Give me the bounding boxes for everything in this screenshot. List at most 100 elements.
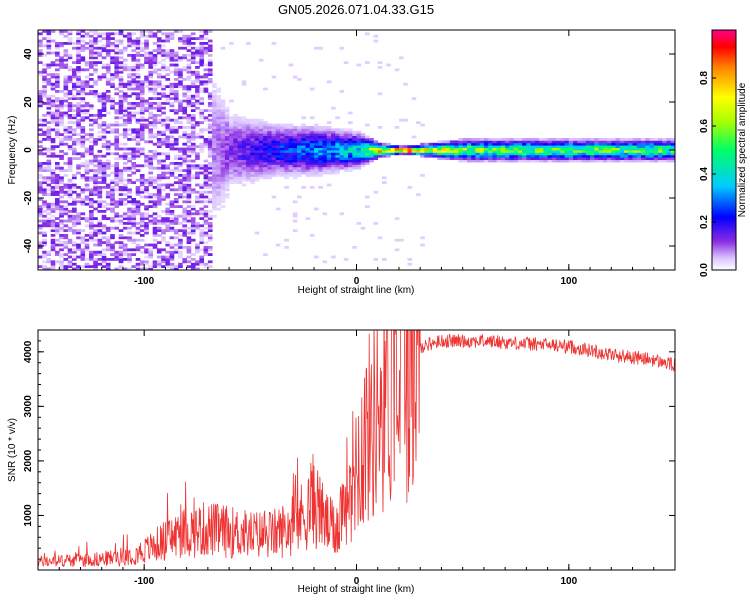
spectrogram-cell	[394, 68, 400, 72]
spectrogram-cell	[233, 154, 238, 158]
spectrogram-cell	[246, 174, 251, 177]
spectrogram-cell	[46, 102, 52, 105]
spectrogram-cell	[173, 66, 179, 69]
spectrogram-cell	[573, 140, 578, 144]
spectrogram-cell	[55, 111, 60, 115]
spectrogram-cell	[207, 118, 213, 122]
spectrogram-cell	[50, 174, 56, 177]
spectrogram-cell	[207, 200, 213, 204]
spectrogram-cell	[161, 68, 166, 72]
spectrogram-cell	[348, 142, 353, 146]
spectrogram-cell	[38, 42, 43, 45]
spectrogram-cell	[190, 85, 196, 88]
spectrogram-cell	[343, 162, 349, 165]
spectrogram-cell	[615, 152, 621, 156]
spectrogram-cell	[229, 142, 234, 146]
spectrogram-cell	[216, 104, 222, 108]
spectrogram-cell	[135, 51, 141, 55]
spectrogram-cell	[551, 140, 557, 144]
spectrogram-cell	[152, 157, 158, 160]
spectrogram-cell	[500, 138, 506, 141]
spectrogram-cell	[38, 152, 43, 156]
spectrogram-cell	[131, 78, 137, 81]
spectrogram-cell	[237, 135, 243, 139]
spectrogram-cell	[288, 152, 294, 156]
spectrogram-cell	[556, 157, 561, 160]
spectrogram-cell	[131, 253, 137, 256]
spectrogram-cell	[165, 183, 171, 187]
spectrogram-cell	[258, 157, 264, 160]
spectrogram-cell	[76, 200, 81, 204]
spectrogram-cell	[373, 147, 379, 151]
spectrogram-cell	[72, 87, 77, 91]
spectrogram-cell	[131, 66, 137, 69]
spectrogram-cell	[292, 75, 298, 79]
spectrogram-cell	[110, 142, 115, 146]
spectrogram-cell	[326, 130, 332, 134]
spectrogram-cell	[89, 135, 94, 139]
spectrogram-cell	[76, 195, 81, 199]
spectrogram-cell	[110, 75, 115, 79]
spectrogram-cell	[186, 210, 192, 213]
spectrogram-cell	[254, 142, 260, 146]
spectrogram-cell	[76, 246, 81, 249]
spectrogram-cell	[38, 104, 43, 108]
spectrogram-cell	[356, 130, 362, 134]
spectrogram-cell	[144, 195, 149, 199]
spectrogram-cell	[101, 114, 107, 117]
spectrogram-cell	[161, 166, 166, 170]
spectrogram-cell	[80, 138, 86, 141]
colorbar-label: Normalized spectral amplitude	[737, 82, 748, 217]
spectrogram-cell	[135, 150, 141, 153]
spectrogram-cell	[105, 193, 111, 196]
spectrogram-cell	[233, 142, 238, 146]
spectrogram-cell	[207, 78, 213, 81]
spectrogram-cell	[598, 152, 604, 156]
spectrogram-cell	[46, 111, 52, 115]
spectrogram-cell	[182, 258, 188, 261]
spectrogram-cell	[301, 186, 306, 189]
spectrogram-cell	[55, 174, 60, 177]
spectrogram-cell	[250, 174, 255, 177]
spectrogram-cell	[322, 145, 328, 148]
spectrogram-cell	[101, 109, 107, 112]
spectrogram-cell	[169, 229, 175, 232]
spectrogram-cell	[203, 142, 209, 146]
spectrogram-cell	[59, 188, 64, 192]
spectrogram-cell	[165, 229, 171, 232]
spectrogram-cell	[513, 154, 519, 158]
spectrogram-cell	[356, 154, 362, 158]
spectrogram-cell	[607, 152, 612, 156]
spectrogram-cell	[114, 142, 120, 146]
spectrogram-cell	[224, 138, 230, 141]
spectrogram-cell	[280, 123, 285, 127]
spectrogram-cell	[165, 243, 171, 247]
spectrogram-cell	[645, 150, 650, 153]
spectrogram-cell	[105, 70, 111, 74]
spectrogram-cell	[199, 229, 205, 232]
spectrogram-cell	[72, 255, 77, 259]
spectrogram-cell	[267, 171, 272, 175]
spectrogram-cell	[178, 183, 183, 187]
spectrogram-cell	[199, 142, 205, 146]
spectrogram-cell	[127, 94, 132, 98]
spectrogram-cell	[76, 212, 81, 216]
spectrogram-cell	[114, 46, 120, 50]
spectrogram-cell	[190, 128, 196, 132]
spectrogram-cell	[212, 128, 217, 132]
spectrogram-cell	[165, 102, 171, 105]
spectrogram-cell	[318, 169, 323, 172]
spectrogram-cell	[152, 217, 158, 220]
spectrogram-cell	[636, 140, 642, 144]
spectrogram-cell	[190, 32, 196, 36]
spectrogram-cell	[114, 169, 120, 172]
spectrogram-cell	[509, 147, 515, 151]
spectrogram-cell	[118, 109, 124, 112]
spectrogram-cell	[199, 248, 205, 252]
spectrogram-cell	[182, 162, 188, 165]
spectrogram-cell	[46, 250, 52, 254]
spectrogram-cell	[152, 186, 158, 189]
spectrogram-cell	[84, 61, 90, 64]
spectrogram-cell	[156, 104, 162, 108]
spectrogram-cell	[216, 198, 222, 201]
